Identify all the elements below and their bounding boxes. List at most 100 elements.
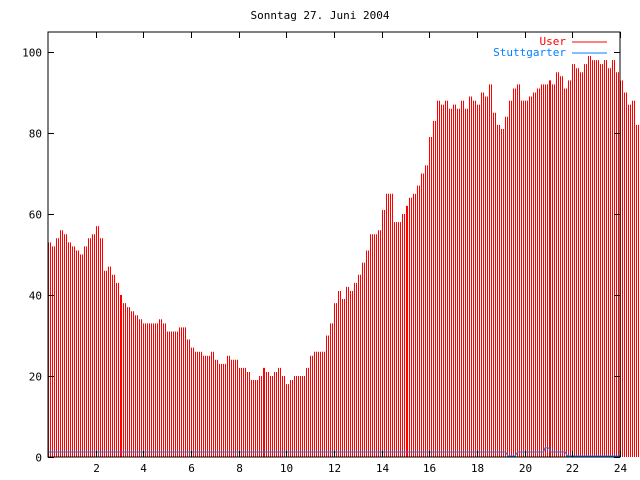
- bar: [92, 234, 95, 457]
- bar: [453, 104, 456, 457]
- bar: [390, 193, 393, 457]
- chart-title: Sonntag 27. Juni 2004: [250, 9, 389, 22]
- legend-label-stuttgarter: Stuttgarter: [493, 46, 566, 59]
- bar: [374, 234, 377, 457]
- bar: [437, 100, 440, 457]
- bar: [541, 84, 544, 457]
- bar: [76, 250, 79, 457]
- bar: [382, 209, 385, 457]
- bar: [104, 270, 107, 457]
- bar: [223, 363, 226, 457]
- bar: [159, 319, 162, 457]
- bar: [358, 274, 361, 457]
- bar: [215, 359, 218, 457]
- x-tick-label: 2: [93, 462, 100, 475]
- bar: [584, 64, 587, 457]
- bar: [513, 88, 516, 457]
- bar: [529, 96, 532, 457]
- bar: [175, 331, 178, 457]
- bar: [489, 84, 492, 457]
- bar: [608, 68, 611, 457]
- bar: [60, 230, 63, 457]
- bar: [48, 242, 51, 457]
- bar: [306, 367, 309, 457]
- bar: [425, 165, 428, 457]
- bar: [263, 367, 265, 457]
- x-tick-label: 18: [471, 462, 484, 475]
- bar: [135, 315, 138, 457]
- bar: [445, 100, 448, 457]
- bar: [96, 226, 99, 457]
- bar: [294, 376, 297, 457]
- bar: [84, 246, 87, 457]
- bar: [505, 116, 508, 457]
- bar: [322, 351, 325, 457]
- bar: [155, 323, 158, 457]
- bar: [465, 108, 468, 457]
- bar: [485, 96, 488, 457]
- bar: [255, 380, 258, 457]
- bar: [517, 84, 520, 457]
- bar: [123, 303, 126, 457]
- bar: [326, 335, 329, 457]
- x-tick-label: 24: [614, 462, 628, 475]
- bar: [151, 323, 154, 457]
- bar: [421, 173, 424, 457]
- bar: [509, 100, 512, 457]
- bar: [247, 371, 250, 457]
- x-tick-label: 10: [280, 462, 293, 475]
- bar: [259, 376, 262, 457]
- y-tick-label: 100: [22, 47, 42, 60]
- bar: [243, 367, 246, 457]
- bar: [493, 112, 496, 457]
- bar: [116, 282, 119, 457]
- bar: [449, 108, 452, 457]
- bar: [290, 380, 293, 457]
- bar: [469, 96, 472, 457]
- bar: [417, 185, 420, 457]
- bar: [68, 242, 71, 457]
- bar: [378, 230, 381, 457]
- bar: [318, 351, 321, 457]
- bar: [302, 376, 305, 457]
- bar: [211, 351, 214, 457]
- bar: [481, 92, 484, 457]
- bar: [342, 299, 345, 457]
- bar: [199, 351, 202, 457]
- x-tick-label: 12: [328, 462, 341, 475]
- bar: [568, 80, 571, 457]
- bar: [457, 108, 460, 457]
- bar: [549, 80, 551, 457]
- bar: [461, 100, 464, 457]
- y-tick-label: 60: [29, 209, 42, 222]
- bar: [624, 92, 627, 457]
- bar: [64, 234, 67, 457]
- bar: [195, 351, 198, 457]
- bar: [366, 250, 369, 457]
- bar: [88, 238, 91, 457]
- bar: [298, 376, 301, 457]
- y-tick-label: 20: [29, 371, 42, 384]
- bar: [620, 80, 623, 457]
- x-tick-label: 16: [423, 462, 436, 475]
- bar: [497, 124, 500, 457]
- bar: [525, 100, 528, 457]
- bar: [580, 72, 583, 457]
- bar: [310, 355, 313, 457]
- bar: [564, 88, 567, 457]
- bar: [219, 363, 222, 457]
- bar: [628, 104, 631, 457]
- bar: [171, 331, 174, 457]
- stuttgarter-line-group: [48, 447, 620, 457]
- bar: [596, 60, 599, 457]
- bar: [354, 282, 357, 457]
- bar: [406, 205, 408, 457]
- bar: [100, 238, 103, 457]
- bar: [533, 92, 536, 457]
- bar: [616, 72, 619, 457]
- bar: [330, 323, 333, 457]
- bar: [143, 323, 146, 457]
- bar: [433, 120, 436, 457]
